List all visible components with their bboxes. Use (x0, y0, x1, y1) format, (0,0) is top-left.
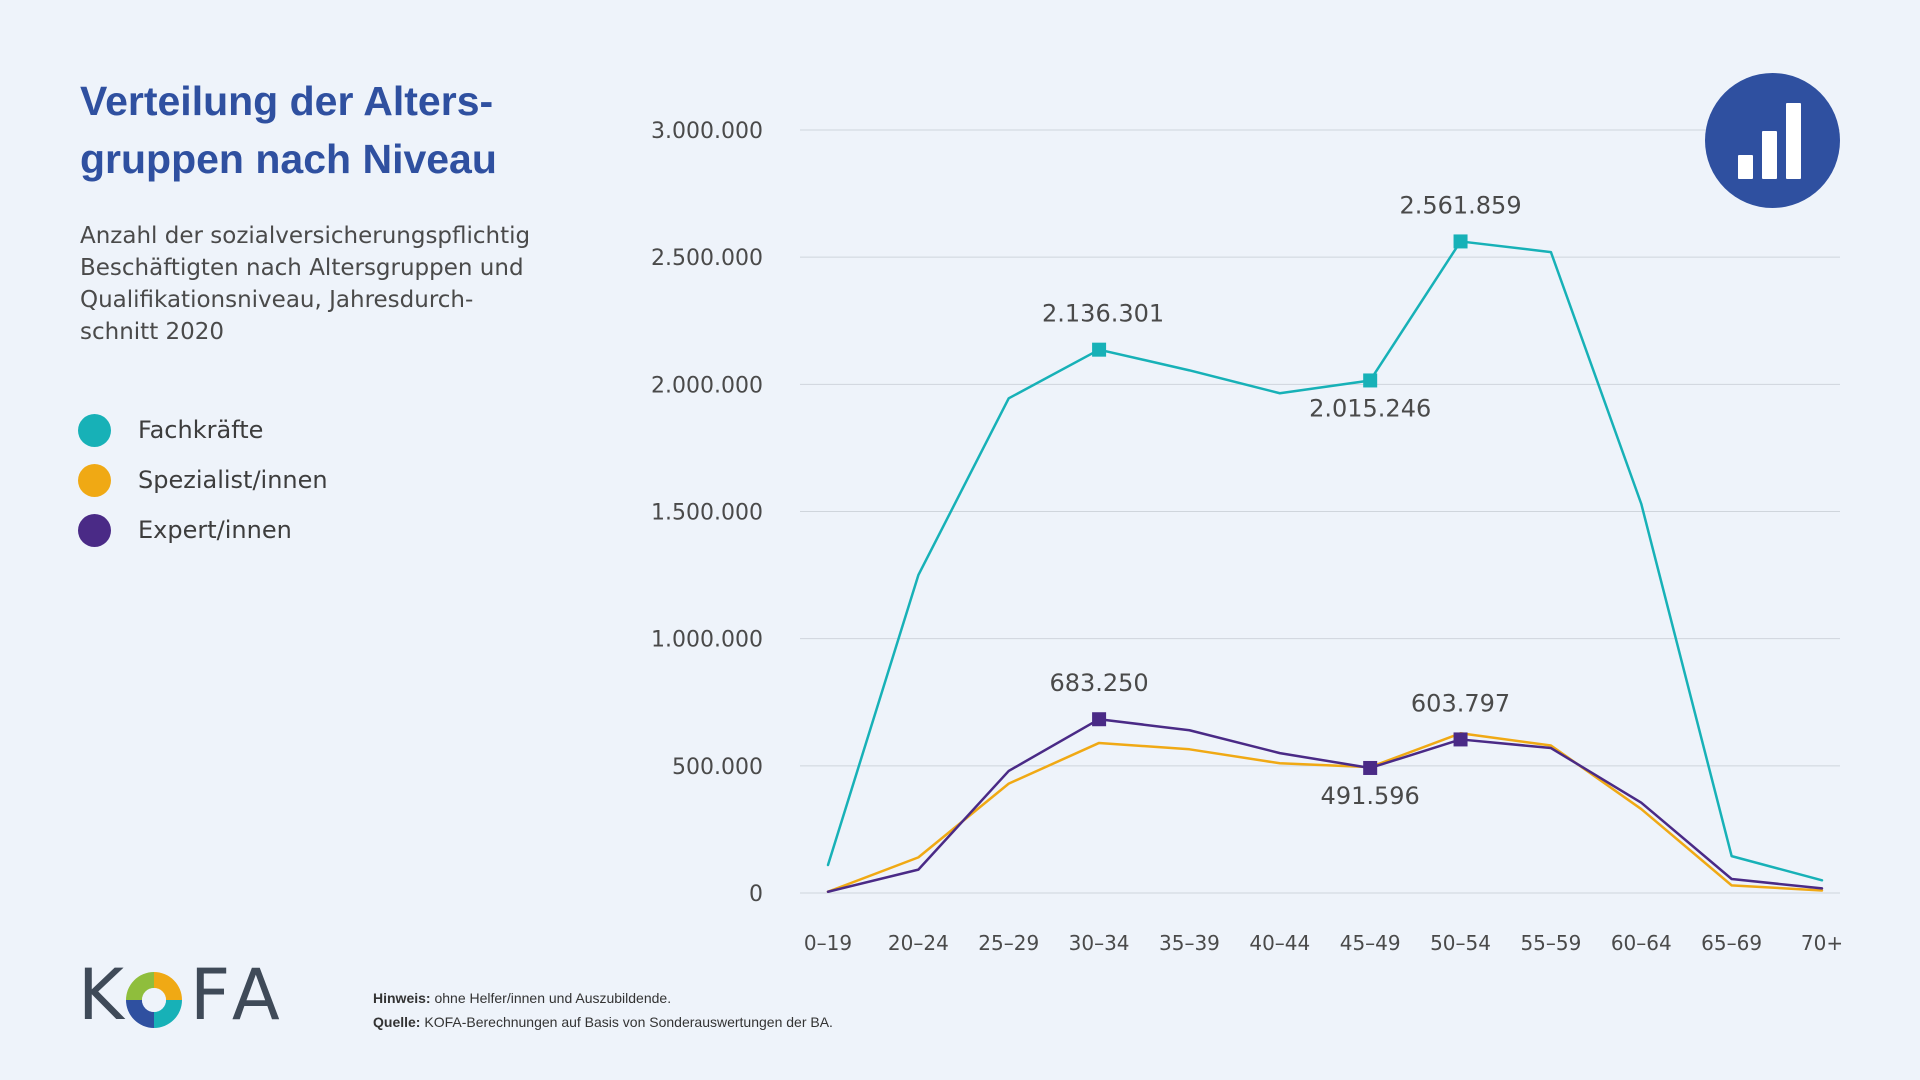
legend-fachkraefte-label: Fachkräfte (138, 416, 264, 444)
x-axis-tick-label: 45–49 (1340, 931, 1401, 955)
bar-chart-icon-bar-2 (1762, 131, 1777, 179)
data-point-label: 2.015.246 (1309, 394, 1431, 422)
series-line-fachkr-fte (826, 240, 1824, 882)
kofa-logo-fa: FA (190, 954, 288, 1036)
subtitle-line-1: Anzahl der sozialversicherungspflichtig (80, 223, 531, 249)
page-subtitle: Anzahl der sozialversicherungspflichtig … (80, 220, 550, 348)
footer-source-label: Quelle: (373, 1014, 421, 1030)
x-axis-tick-label: 70+ (1801, 931, 1843, 955)
page-title: Verteilung der Alters- gruppen nach Nive… (80, 72, 550, 188)
legend-experten-swatch (78, 513, 111, 547)
chart-legend: Fachkräfte Spezialist/innen Expert/innen (78, 405, 438, 555)
data-point-label: 683.250 (1049, 669, 1148, 697)
legend-spezialisten-label: Spezialist/innen (138, 466, 328, 494)
y-axis-tick-label: 2.500.000 (651, 246, 763, 271)
y-axis-tick-label: 2.000.000 (651, 373, 763, 398)
x-axis-tick-label: 60–64 (1611, 931, 1672, 955)
y-axis-tick-label: 1.500.000 (651, 501, 763, 526)
logo-segment-yellow (154, 972, 182, 1000)
legend-fachkraefte-swatch (78, 413, 111, 447)
subtitle-line-3: Qualifikationsniveau, Jahresdurch- (80, 287, 474, 313)
series-line-expert-innen (826, 717, 1824, 893)
data-point-marker (1453, 732, 1468, 747)
data-point-label: 2.136.301 (1042, 300, 1164, 328)
x-axis-tick-label: 65–69 (1701, 931, 1762, 955)
x-axis-tick-label: 30–34 (1069, 931, 1130, 955)
kofa-logo: K FA (78, 960, 298, 1030)
series-line-spezialist-innen (826, 732, 1824, 893)
data-point-marker (1363, 373, 1378, 388)
y-axis-tick-label: 0 (749, 882, 763, 907)
x-axis-tick-label: 25–29 (978, 931, 1039, 955)
footer-source-text: KOFA-Berechnungen auf Basis von Sonderau… (424, 1014, 833, 1030)
x-axis-tick-label: 50–54 (1430, 931, 1491, 955)
bar-chart-icon (1738, 103, 1801, 179)
kofa-logo-mark-icon (126, 972, 182, 1028)
y-axis-tick-label: 3.000.000 (651, 119, 763, 144)
logo-segment-blue (126, 1000, 154, 1028)
data-point-label: 491.596 (1321, 782, 1420, 810)
data-point-label: 603.797 (1411, 689, 1510, 717)
data-point-label: 2.561.859 (1399, 191, 1521, 219)
chart-badge-icon (1705, 73, 1840, 208)
x-axis-tick-label: 55–59 (1520, 931, 1581, 955)
logo-center-cutout (142, 988, 166, 1012)
legend-item-spezialisten: Spezialist/innen (78, 455, 438, 505)
kofa-logo-k: K (78, 954, 132, 1036)
footer-notes: Hinweis: ohne Helfer/innen und Auszubild… (373, 986, 1073, 1034)
data-point-marker (1092, 712, 1107, 727)
legend-experten-label: Expert/innen (138, 516, 292, 544)
x-axis-tick-label: 40–44 (1249, 931, 1310, 955)
data-point-marker (1092, 342, 1107, 357)
logo-segment-green (126, 972, 154, 1000)
x-axis-tick-label: 35–39 (1159, 931, 1220, 955)
legend-item-experten: Expert/innen (78, 505, 438, 555)
footer-note-label: Hinweis: (373, 990, 431, 1006)
legend-item-fachkraefte: Fachkräfte (78, 405, 438, 455)
footer-note-line: Hinweis: ohne Helfer/innen und Auszubild… (373, 986, 1073, 1010)
data-point-marker (1453, 234, 1468, 249)
logo-segment-cyan (154, 1000, 182, 1028)
footer-source-line: Quelle: KOFA-Berechnungen auf Basis von … (373, 1010, 1073, 1034)
page-title-line-1: Verteilung der Alters- (80, 78, 494, 124)
page-title-line-2: gruppen nach Niveau (80, 136, 497, 182)
x-axis-tick-label: 0–19 (804, 931, 852, 955)
x-axis-tick-label: 20–24 (888, 931, 949, 955)
data-point-marker (1363, 760, 1378, 775)
y-axis-tick-label: 500.000 (672, 755, 763, 780)
bar-chart-icon-bar-3 (1786, 103, 1801, 179)
footer-note-text: ohne Helfer/innen und Auszubildende. (434, 990, 672, 1006)
legend-spezialisten-swatch (78, 463, 111, 497)
subtitle-line-4: schnitt 2020 (80, 319, 225, 345)
y-axis-tick-label: 1.000.000 (651, 628, 763, 653)
bar-chart-icon-bar-1 (1738, 155, 1753, 179)
subtitle-line-2: Beschäftigten nach Altersgruppen und (80, 255, 524, 281)
